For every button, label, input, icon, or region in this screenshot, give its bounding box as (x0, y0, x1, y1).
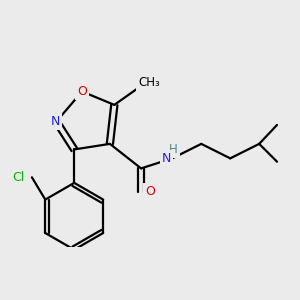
Text: O: O (77, 85, 87, 98)
Text: O: O (145, 185, 155, 198)
Text: N: N (51, 115, 60, 128)
Text: CH₃: CH₃ (138, 76, 160, 89)
Text: Cl: Cl (12, 171, 25, 184)
Text: N: N (162, 152, 171, 165)
Text: H: H (169, 143, 178, 156)
